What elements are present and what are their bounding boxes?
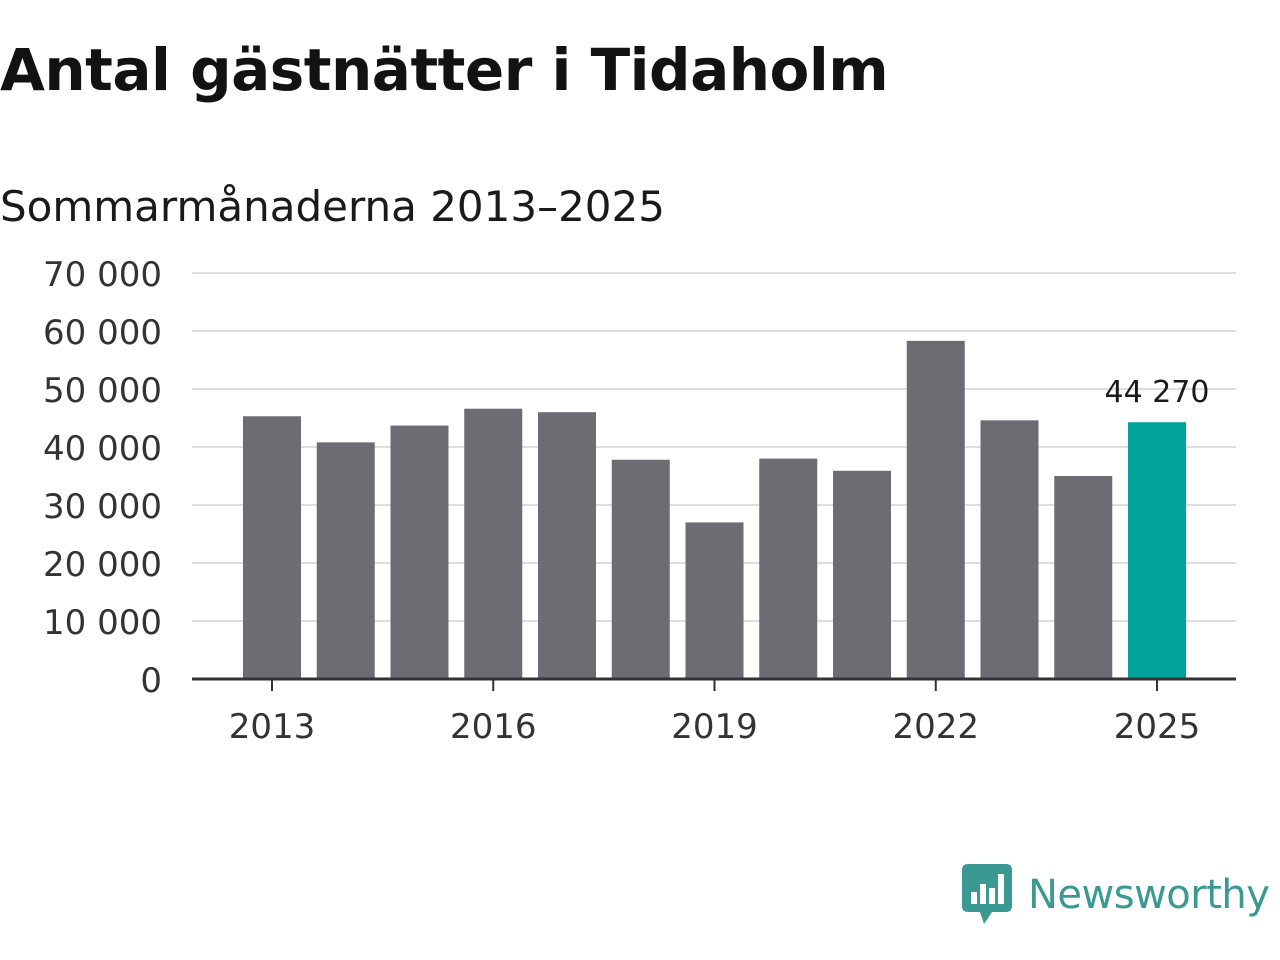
y-tick-label: 20 000 [43, 545, 162, 585]
bar [611, 459, 670, 679]
bar [833, 470, 891, 679]
data-label: 44 270 [1105, 375, 1210, 410]
newsworthy-logo: Newsworthy [962, 864, 1270, 926]
newsworthy-logo-icon [962, 864, 1012, 924]
y-tick-label: 0 [140, 661, 162, 701]
bar [464, 408, 523, 679]
bar [390, 425, 449, 679]
y-tick-label: 30 000 [43, 487, 162, 527]
bar [1128, 422, 1186, 679]
bar [1054, 476, 1113, 679]
x-tick-label: 2016 [450, 707, 537, 747]
y-tick-label: 60 000 [43, 313, 162, 353]
bar [316, 442, 375, 679]
x-tick-label: 2019 [671, 707, 758, 747]
x-tick-label: 2022 [892, 707, 979, 747]
bar [759, 458, 818, 679]
brand-name: Newsworthy [1028, 872, 1270, 918]
bar [538, 412, 596, 679]
y-tick-label: 50 000 [43, 371, 162, 411]
x-tick-label: 2013 [229, 707, 316, 747]
bar [906, 340, 965, 679]
x-tick-label: 2025 [1114, 707, 1201, 747]
y-tick-label: 70 000 [43, 255, 162, 295]
bar [980, 420, 1039, 679]
y-tick-label: 10 000 [43, 603, 162, 643]
chart-subtitle: Sommarmånaderna 2013–2025 [0, 182, 665, 231]
bar-chart: 0 10 000 20 000 30 000 40 000 50 000 60 000 70 … [43, 255, 1236, 747]
y-tick-label: 40 000 [43, 429, 162, 469]
chart-title: Antal gästnätter i Tidaholm [0, 36, 889, 104]
bar [685, 522, 744, 679]
bar [243, 416, 301, 679]
